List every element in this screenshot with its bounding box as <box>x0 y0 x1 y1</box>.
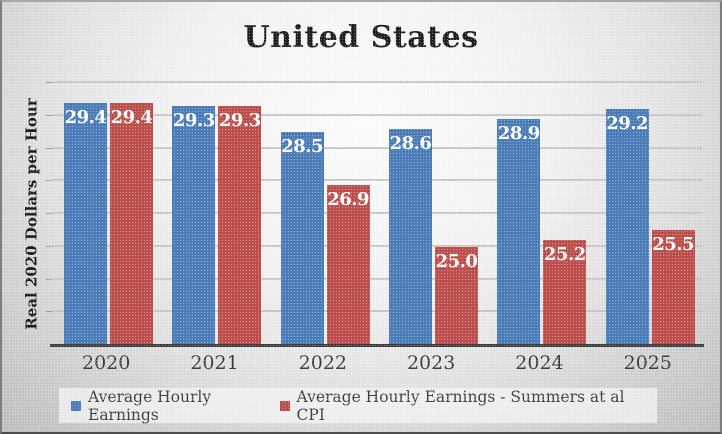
bar-2023-series0: 28.6 <box>389 128 432 345</box>
legend-swatch-blue-icon <box>71 400 81 411</box>
legend-label: Average Hourly Earnings <box>88 387 212 424</box>
legend-item-avg-hourly-earnings: Average Hourly Earnings <box>71 388 280 424</box>
bar-value-label: 29.4 <box>110 106 153 128</box>
bar-value-label: 25.2 <box>543 244 586 266</box>
x-axis-label: 2023 <box>406 352 456 374</box>
y-axis-tick <box>46 114 52 116</box>
bar-2020-series0: 29.4 <box>64 102 107 345</box>
legend: Average Hourly Earnings Average Hourly E… <box>59 387 657 424</box>
legend-item-summers-cpi: Average Hourly Earnings - Summers at al … <box>279 387 645 424</box>
bar-value-label: 26.9 <box>327 188 370 210</box>
y-axis-tick <box>46 311 52 313</box>
x-axis-line <box>50 344 704 347</box>
bar-value-label: 28.6 <box>389 132 432 154</box>
x-axis-label: 2022 <box>298 352 347 374</box>
x-axis-label: 2024 <box>515 352 564 374</box>
bar-value-label: 28.5 <box>281 136 324 158</box>
bar-2024-series1: 25.2 <box>543 240 587 345</box>
y-axis-tick <box>46 278 52 280</box>
gridline <box>52 212 702 214</box>
bar-2020-series1: 29.4 <box>110 102 153 345</box>
gridline <box>52 113 702 116</box>
x-axis-labels: 2020 2021 2022 2023 2024 2025 <box>52 352 702 378</box>
bar-value-label: 25.5 <box>652 234 695 256</box>
y-axis-tick <box>46 213 52 214</box>
x-axis-label: 2025 <box>623 352 672 374</box>
gridline <box>52 310 702 313</box>
bar-2022-series1: 26.9 <box>326 184 370 345</box>
y-axis-tick <box>46 82 52 83</box>
bar-2025-series0: 29.2 <box>605 109 649 345</box>
bar-2025-series1: 25.5 <box>651 230 695 345</box>
bar-value-label: 29.3 <box>218 109 261 131</box>
bar-2021-series1: 29.3 <box>218 105 262 345</box>
bar-value-label: 29.2 <box>606 113 649 135</box>
legend-swatch-red-icon <box>279 400 290 411</box>
gridline <box>52 81 702 83</box>
bar-2021-series0: 29.3 <box>172 105 216 345</box>
gridline <box>52 146 702 149</box>
bar-value-label: 25.0 <box>435 250 478 272</box>
y-axis-label-container: Real 2020 Dollars per Hour <box>18 83 46 345</box>
gridline <box>52 179 702 182</box>
y-axis-label: Real 2020 Dollars per Hour <box>23 98 41 330</box>
bar-2024-series0: 28.9 <box>497 119 541 345</box>
plot-area: 29.4 29.4 29.3 29.3 28.5 26.9 28.6 25.0 28.9 25.2… <box>46 81 704 347</box>
x-axis-label: 2020 <box>81 352 131 374</box>
bar-value-label: 29.3 <box>172 109 215 131</box>
bar-value-label: 29.4 <box>64 106 107 128</box>
bar-2023-series1: 25.0 <box>435 246 478 345</box>
bar-2022-series0: 28.5 <box>280 132 324 345</box>
y-axis-tick <box>46 180 52 182</box>
bar-value-label: 28.9 <box>497 123 540 145</box>
legend-label: Average Hourly Earnings - Summers at al … <box>296 387 625 424</box>
y-axis-tick <box>46 245 52 247</box>
gridline <box>52 244 702 247</box>
gridline <box>52 277 702 280</box>
y-axis-tick <box>46 147 52 149</box>
x-axis-label: 2021 <box>190 352 239 374</box>
chart-title: United States <box>243 20 479 55</box>
